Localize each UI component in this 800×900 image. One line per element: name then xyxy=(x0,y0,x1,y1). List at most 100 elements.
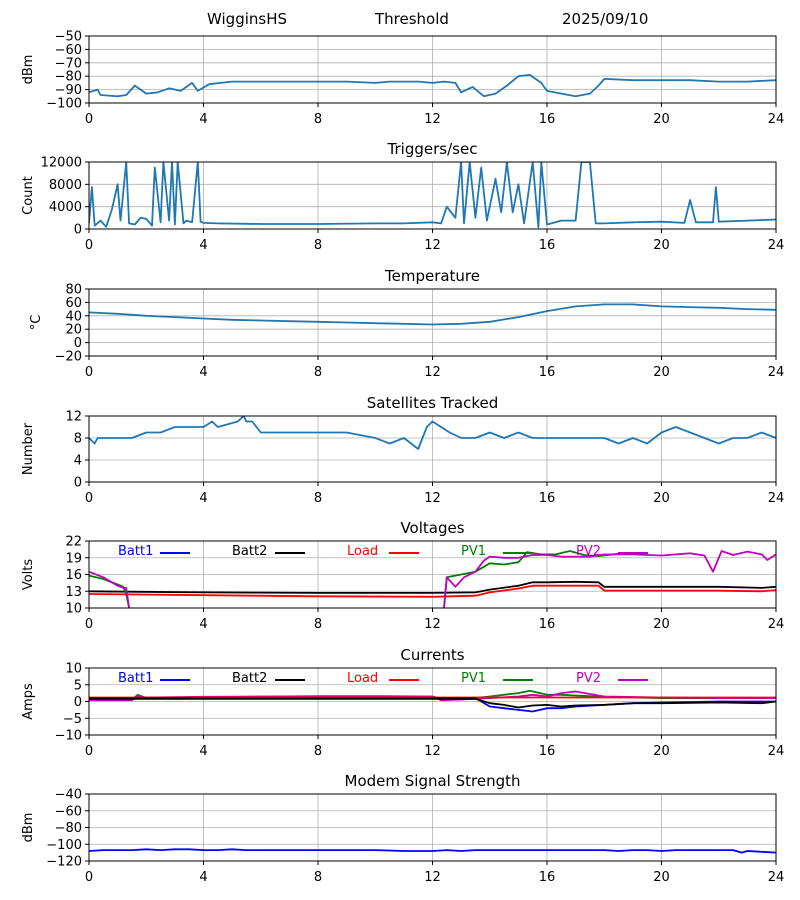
currents-xtick-label: 12 xyxy=(424,744,441,759)
triggers-xtick-label: 0 xyxy=(85,238,93,253)
currents-xtick-label: 16 xyxy=(539,744,556,759)
satellites-ytick-label: 12 xyxy=(65,410,82,425)
threshold-ytick-label: −90 xyxy=(55,83,82,98)
voltages-xtick-label: 8 xyxy=(314,617,322,632)
triggers-title: Triggers/sec xyxy=(387,140,478,158)
currents-legend-label: Load xyxy=(347,671,378,686)
satellites-ytick-label: 0 xyxy=(74,476,82,491)
satellites-xtick-label: 24 xyxy=(768,491,785,506)
satellites-xtick-label: 16 xyxy=(539,491,556,506)
threshold-ytick-label: −50 xyxy=(55,30,82,45)
satellites-series-line xyxy=(89,416,776,450)
voltages-xtick-label: 24 xyxy=(768,617,785,632)
temperature-xtick-label: 4 xyxy=(199,365,207,380)
threshold-xtick-label: 16 xyxy=(539,112,556,127)
voltages-series-line xyxy=(89,584,776,598)
modem-ytick-label: −100 xyxy=(46,838,82,853)
triggers-ylabel: Count xyxy=(21,176,36,215)
voltages-legend-label: Load xyxy=(347,544,378,559)
triggers-series-line xyxy=(89,162,776,229)
threshold-xtick-label: 24 xyxy=(768,112,785,127)
triggers-ytick-label: 0 xyxy=(74,223,82,238)
modem-series-line xyxy=(89,848,776,854)
currents-legend-label: Batt1 xyxy=(118,671,153,686)
voltages-xtick-label: 12 xyxy=(424,617,441,632)
triggers-xtick-label: 12 xyxy=(424,238,441,253)
modem-xtick-label: 20 xyxy=(653,870,670,885)
modem-xtick-label: 24 xyxy=(768,870,785,885)
voltages-legend-label: Batt1 xyxy=(118,544,153,559)
modem-ylabel: dBm xyxy=(21,813,36,843)
currents-xtick-label: 8 xyxy=(314,744,322,759)
header-date: 2025/09/10 xyxy=(562,10,649,28)
currents-ytick-label: 0 xyxy=(74,695,82,710)
threshold-series-line xyxy=(89,74,776,98)
voltages-ytick-label: 13 xyxy=(65,585,82,600)
header-mode: Threshold xyxy=(375,10,449,28)
triggers-xtick-label: 20 xyxy=(653,238,670,253)
threshold-ytick-label: −60 xyxy=(55,43,82,58)
satellites-xtick-label: 20 xyxy=(653,491,670,506)
currents-ylabel: Amps xyxy=(21,683,36,720)
temperature-xtick-label: 8 xyxy=(314,365,322,380)
satellites-xtick-label: 4 xyxy=(199,491,207,506)
triggers-ytick-label: 4000 xyxy=(49,200,82,215)
satellites-xtick-label: 8 xyxy=(314,491,322,506)
currents-legend-label: PV2 xyxy=(576,671,601,686)
currents-legend-label: PV1 xyxy=(461,671,486,686)
triggers-ytick-label: 8000 xyxy=(49,178,82,193)
satellites-ytick-label: 8 xyxy=(74,432,82,447)
currents-series-line xyxy=(89,697,776,709)
threshold-ylabel: dBm xyxy=(21,55,36,85)
temperature-xtick-label: 24 xyxy=(768,365,785,380)
temperature-ytick-label: 0 xyxy=(74,336,82,351)
voltages-title: Voltages xyxy=(400,519,464,537)
modem-ytick-label: −40 xyxy=(55,788,82,803)
voltages-legend-label: Batt2 xyxy=(232,544,267,559)
satellites-title: Satellites Tracked xyxy=(367,394,498,412)
currents-xtick-label: 4 xyxy=(199,744,207,759)
satellites-ytick-label: 4 xyxy=(74,454,82,469)
modem-xtick-label: 4 xyxy=(199,870,207,885)
currents-legend-label: Batt2 xyxy=(232,671,267,686)
temperature-ytick-label: 40 xyxy=(65,309,82,324)
currents-ytick-label: 5 xyxy=(74,678,82,693)
modem-title: Modem Signal Strength xyxy=(345,772,521,790)
temperature-ytick-label: 20 xyxy=(65,323,82,338)
modem-ytick-label: −120 xyxy=(46,855,82,870)
threshold-xtick-label: 20 xyxy=(653,112,670,127)
temperature-xtick-label: 16 xyxy=(539,365,556,380)
currents-ytick-label: −5 xyxy=(63,712,82,727)
modem-xtick-label: 0 xyxy=(85,870,93,885)
voltages-xtick-label: 20 xyxy=(653,617,670,632)
voltages-ylabel: Volts xyxy=(21,559,36,591)
threshold-xtick-label: 8 xyxy=(314,112,322,127)
satellites-ylabel: Number xyxy=(21,422,36,475)
modem-xtick-label: 16 xyxy=(539,870,556,885)
temperature-xtick-label: 0 xyxy=(85,365,93,380)
temperature-ytick-label: −20 xyxy=(55,350,82,365)
voltages-ytick-label: 22 xyxy=(65,535,82,550)
triggers-xtick-label: 4 xyxy=(199,238,207,253)
threshold-xtick-label: 12 xyxy=(424,112,441,127)
currents-xtick-label: 20 xyxy=(653,744,670,759)
voltages-xtick-label: 0 xyxy=(85,617,93,632)
temperature-xtick-label: 20 xyxy=(653,365,670,380)
temperature-title: Temperature xyxy=(384,267,480,285)
header-station: WigginsHS xyxy=(207,10,288,28)
voltages-xtick-label: 16 xyxy=(539,617,556,632)
voltages-legend-label: PV2 xyxy=(576,544,601,559)
currents-ytick-label: 10 xyxy=(65,662,82,677)
satellites-xtick-label: 0 xyxy=(85,491,93,506)
threshold-xtick-label: 4 xyxy=(199,112,207,127)
voltages-ytick-label: 16 xyxy=(65,568,82,583)
modem-ytick-label: −80 xyxy=(55,821,82,836)
voltages-series-line xyxy=(89,580,776,594)
modem-xtick-label: 8 xyxy=(314,870,322,885)
currents-xtick-label: 0 xyxy=(85,744,93,759)
triggers-xtick-label: 24 xyxy=(768,238,785,253)
threshold-ytick-label: −70 xyxy=(55,56,82,71)
voltages-series-line xyxy=(443,550,648,608)
triggers-xtick-label: 8 xyxy=(314,238,322,253)
